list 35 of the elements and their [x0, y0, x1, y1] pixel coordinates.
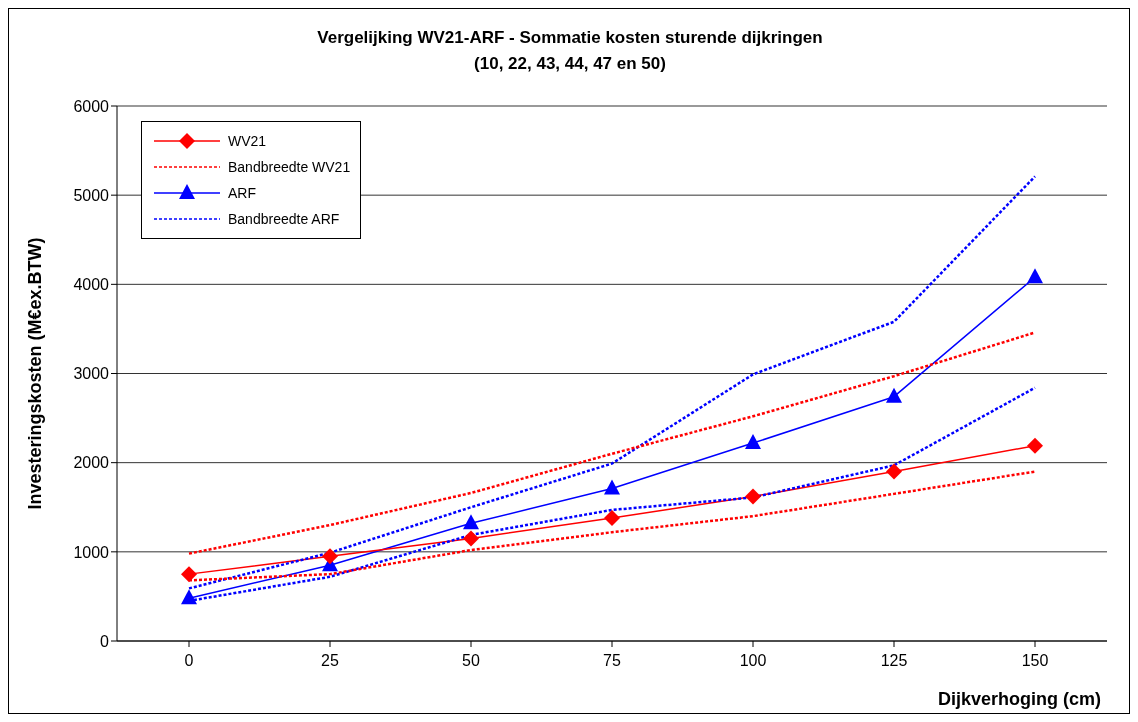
- y-tick-label: 4000: [73, 276, 110, 294]
- legend-label: Bandbreedte ARF: [228, 211, 340, 227]
- legend-label: Bandbreedte WV21: [228, 159, 351, 175]
- y-tick-label: 6000: [73, 97, 110, 115]
- point: [1027, 437, 1043, 454]
- x-tick-label: 100: [739, 652, 767, 670]
- point: [604, 509, 620, 526]
- y-tick-label: 0: [100, 632, 110, 650]
- point: [604, 479, 620, 495]
- point: [463, 530, 479, 547]
- point: [745, 434, 761, 450]
- x-tick-label: 75: [603, 652, 621, 670]
- x-tick-label: 125: [880, 652, 908, 670]
- point: [1027, 268, 1043, 284]
- chart-title: Vergelijking WV21-ARF - Sommatie kosten sturende dijkringen: [316, 27, 824, 49]
- point: [463, 514, 479, 530]
- y-tick-label: 1000: [73, 543, 110, 561]
- legend-label: ARF: [228, 185, 256, 201]
- x-axis-title: Dijkverhoging (cm): [937, 689, 1101, 709]
- y-tick-label: 5000: [73, 186, 110, 204]
- chart-subtitle: (10, 22, 43, 44, 47 en 50): [473, 53, 667, 75]
- point: [181, 589, 197, 605]
- y-tick-label: 3000: [73, 365, 110, 383]
- point: [181, 566, 197, 583]
- point: [322, 548, 338, 565]
- x-tick-label: 0: [184, 652, 194, 670]
- x-tick-label: 50: [462, 652, 480, 670]
- point: [886, 387, 902, 403]
- point: [886, 463, 902, 480]
- legend-label: WV21: [228, 133, 267, 149]
- x-tick-label: 150: [1021, 652, 1049, 670]
- point: [745, 488, 761, 505]
- x-tick-label: 25: [321, 652, 339, 670]
- y-axis-title: Investeringskosten (M€ex.BTW): [25, 237, 46, 510]
- y-tick-label: 2000: [73, 454, 110, 472]
